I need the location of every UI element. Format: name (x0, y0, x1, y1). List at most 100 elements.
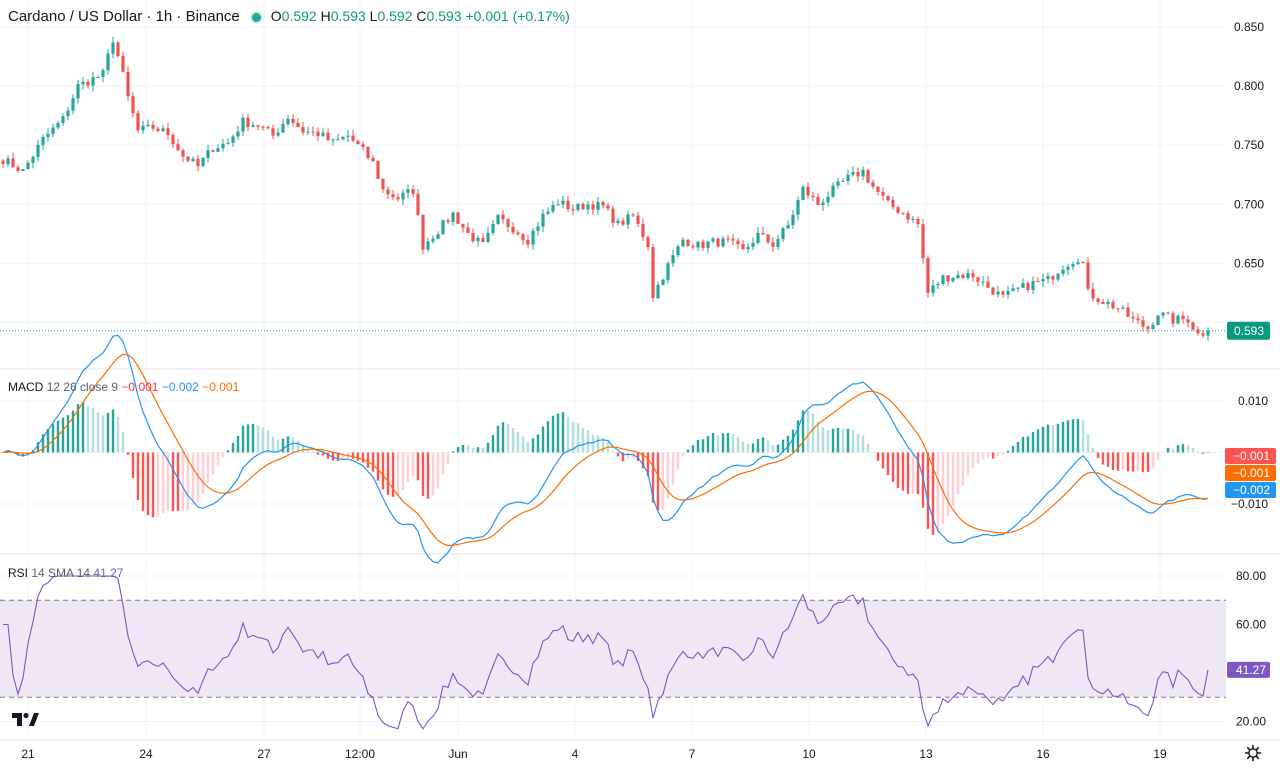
macd-histogram-bar (376, 452, 380, 481)
candle-body (291, 118, 295, 123)
candle-body (391, 194, 395, 198)
macd-histogram-bar (1151, 452, 1155, 469)
macd-histogram-bar (981, 452, 985, 460)
candle-body (146, 124, 150, 126)
macd-histogram-bar (316, 452, 320, 455)
candle-body (656, 284, 660, 299)
macd-histogram-bar (321, 452, 325, 456)
candle-body (1011, 288, 1015, 291)
macd-histogram-bar (951, 452, 955, 507)
macd-histogram-bar (156, 452, 160, 517)
macd-histogram-bar (971, 452, 975, 469)
candle-body (216, 148, 220, 152)
candle-body (606, 205, 610, 209)
macd-histogram-bar (41, 434, 45, 453)
macd-histogram-bar (451, 451, 455, 453)
macd-histogram-bar (771, 445, 775, 453)
candle-body (181, 150, 185, 157)
candle-body (106, 53, 110, 71)
symbol-title[interactable]: Cardano / US Dollar · 1h · Binance (8, 8, 240, 25)
macd-histogram-bar (696, 439, 700, 453)
macd-histogram-bar (556, 413, 560, 453)
candle-body (96, 76, 100, 78)
candle-body (846, 174, 850, 181)
candle-body (61, 116, 65, 123)
macd-histogram-bar (631, 452, 635, 459)
low-value: 0.592 (377, 8, 413, 24)
macd-histogram-bar (1031, 431, 1035, 453)
candle-body (326, 132, 330, 141)
macd-histogram-bar (926, 452, 930, 529)
candle-body (711, 238, 715, 242)
candle-body (916, 218, 920, 225)
macd-histogram-bar (446, 452, 450, 464)
macd-histogram-bar (621, 452, 625, 462)
macd-histogram-bar (716, 435, 720, 453)
candle-body (191, 158, 195, 162)
macd-histogram-bar (241, 425, 245, 453)
candle-body (921, 224, 925, 259)
candle-body (891, 200, 895, 208)
macd-histogram-bar (401, 452, 405, 491)
macd-name[interactable]: MACD (8, 380, 44, 394)
macd-histogram-bar (216, 452, 220, 466)
macd-histogram-bar (671, 452, 675, 485)
macd-histogram-bar (396, 452, 400, 497)
candle-body (476, 237, 480, 242)
tradingview-logo-icon[interactable] (10, 708, 40, 730)
candle-body (276, 132, 280, 136)
macd-histogram-bar (536, 434, 540, 453)
candle-body (236, 131, 240, 137)
macd-histogram-bar (776, 444, 780, 453)
macd-histogram-bar (1061, 421, 1065, 453)
candle-body (456, 212, 460, 224)
rsi-axis-label: 20.00 (1236, 715, 1266, 729)
macd-histogram-bar (296, 440, 300, 453)
candle-body (261, 126, 265, 128)
candle-body (361, 144, 365, 147)
candle-body (641, 223, 645, 238)
macd-histogram-bar (361, 452, 365, 463)
macd-histogram-bar (221, 452, 225, 458)
macd-histogram-bar (141, 452, 145, 511)
macd-histogram-bar (1076, 418, 1080, 453)
rsi-name[interactable]: RSI (8, 566, 29, 580)
candle-body (186, 156, 190, 162)
candle-body (461, 223, 465, 228)
macd-histogram-bar (656, 452, 660, 511)
macd-histogram-bar (511, 427, 515, 453)
candle-body (631, 214, 635, 216)
macd-histogram-bar (526, 441, 530, 453)
macd-histogram-bar (626, 452, 630, 460)
macd-histogram-bar (886, 452, 890, 476)
candle-body (686, 239, 690, 247)
macd-histogram-bar (351, 452, 355, 460)
candle-body (821, 202, 825, 206)
macd-histogram-bar (36, 442, 40, 453)
time-axis-label: Jun (448, 747, 467, 761)
macd-histogram-bar (416, 452, 420, 481)
macd-histogram-bar (261, 427, 265, 453)
candle-body (206, 150, 210, 159)
macd-histogram-bar (636, 452, 640, 462)
candle-body (571, 209, 575, 211)
candle-body (1106, 301, 1110, 305)
candle-body (931, 285, 935, 293)
macd-histogram-bar (166, 452, 170, 511)
candle-body (1141, 320, 1145, 327)
macd-histogram-bar (161, 452, 165, 513)
settings-gear-icon[interactable] (1244, 744, 1262, 762)
candle-body (581, 203, 585, 210)
candle-body (171, 134, 175, 145)
candle-body (116, 42, 120, 57)
macd-histogram-bar (256, 425, 260, 453)
macd-histogram-bar (706, 436, 710, 453)
price-axis-label: 0.750 (1234, 138, 1264, 152)
macd-histogram-bar (956, 452, 960, 495)
macd-histogram-bar (676, 452, 680, 471)
candle-body (1061, 269, 1065, 274)
macd-histogram-bar (1021, 436, 1025, 453)
candle-body (56, 122, 60, 128)
candle-body (1, 160, 5, 165)
